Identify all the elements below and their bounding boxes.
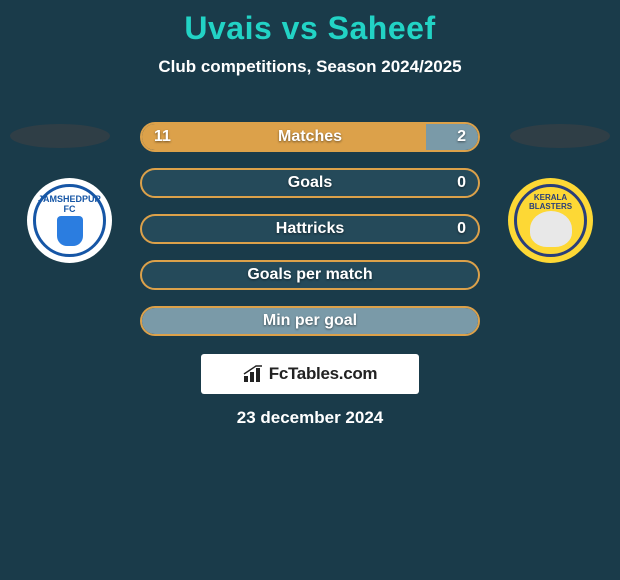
fctables-label: FcTables.com xyxy=(269,364,378,384)
stat-bar: Min per goal xyxy=(140,306,480,336)
stat-bar-right-value: 0 xyxy=(457,220,466,238)
comparison-bars: Matches 11 2 Goals 0 Hattricks 0 Goals per matc… xyxy=(140,122,480,352)
stat-bar: Goals per match xyxy=(140,260,480,290)
player-silhouette-right xyxy=(510,124,610,148)
club-logo-right-elephant-icon xyxy=(530,211,572,247)
club-logo-left: JAMSHEDPUR FC xyxy=(27,178,112,263)
stat-bar-right-fill xyxy=(426,124,478,150)
stat-bar-right-value: 0 xyxy=(457,174,466,192)
stat-bar-label: Matches xyxy=(278,128,342,146)
stat-bar-right-value: 2 xyxy=(457,128,466,146)
club-logo-right-name: KERALA BLASTERS xyxy=(508,194,593,212)
stat-bar-label: Hattricks xyxy=(276,220,344,238)
stat-bar: Matches 11 2 xyxy=(140,122,480,152)
club-logo-left-name: JAMSHEDPUR FC xyxy=(27,195,112,215)
stat-bar: Goals 0 xyxy=(140,168,480,198)
date-text: 23 december 2024 xyxy=(237,408,384,428)
fctables-badge: FcTables.com xyxy=(201,354,419,394)
stat-bar-left-value: 11 xyxy=(154,128,171,146)
player-silhouette-left xyxy=(10,124,110,148)
club-logo-left-shield-icon xyxy=(57,216,83,246)
subtitle: Club competitions, Season 2024/2025 xyxy=(0,57,620,77)
stat-bar-label: Goals per match xyxy=(247,266,372,284)
page-title: Uvais vs Saheef xyxy=(0,0,620,47)
club-logo-right: KERALA BLASTERS xyxy=(508,178,593,263)
stat-bar-label: Goals xyxy=(288,174,332,192)
stat-bar: Hattricks 0 xyxy=(140,214,480,244)
stat-bar-label: Min per goal xyxy=(263,312,357,330)
comparison-card: Uvais vs Saheef Club competitions, Seaso… xyxy=(0,0,620,580)
chart-icon xyxy=(243,365,265,383)
